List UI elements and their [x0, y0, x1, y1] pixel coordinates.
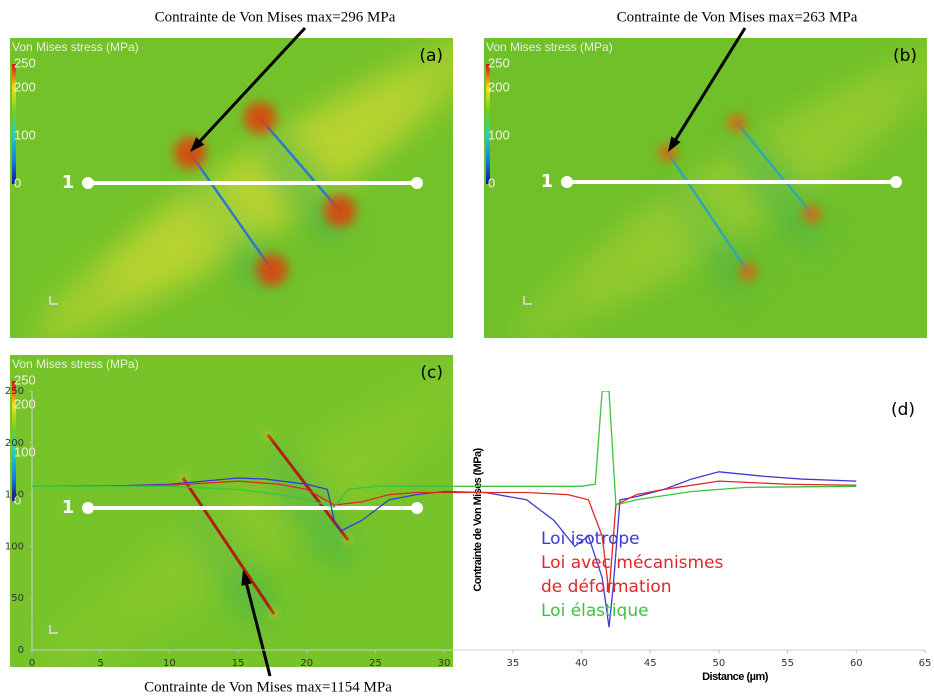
y-tick-label: 150: [5, 490, 24, 501]
axes-icon: [49, 625, 58, 634]
annotation: Contrainte de Von Mises max=263 MPa: [617, 9, 858, 25]
stress-hotspot: [803, 205, 821, 223]
shadow-band: [733, 131, 822, 250]
panel-label: (c): [420, 363, 443, 383]
colorbar: [12, 64, 16, 184]
simulation-panel: Von Mises stress (MPa)250 200 100 0 1 (b): [484, 38, 927, 338]
y-tick-label: 100: [5, 541, 24, 552]
series-line: [32, 480, 857, 594]
profile-label: 1: [541, 171, 554, 192]
arrow-head: [241, 570, 253, 586]
crack: [259, 117, 341, 212]
stress-hotspot: [264, 431, 272, 439]
annotation: Contrainte de Von Mises max=1154 MPa: [144, 679, 392, 695]
panel-title: Von Mises stress (MPa): [12, 357, 139, 371]
colorbar-tick-label: 200: [488, 79, 510, 94]
panel-title: Von Mises stress (MPa): [12, 40, 139, 54]
x-tick-label: 20: [300, 658, 313, 669]
x-tick-label: 40: [575, 658, 588, 669]
colorbar-tick-label: 200: [14, 396, 36, 411]
profile-end: [82, 502, 94, 514]
colorbar-tick-label: 100: [14, 444, 36, 459]
y-axis-label: Contrainte de Von Mises (MPa): [472, 447, 484, 591]
axes-icon: [523, 296, 532, 305]
stress-hotspot: [179, 474, 187, 482]
crack: [188, 152, 274, 271]
stress-hotspot: [324, 195, 356, 227]
colorbar-tick-label: 100: [488, 127, 510, 142]
x-tick-label: 60: [850, 658, 863, 669]
crack: [736, 122, 813, 215]
x-tick-label: 35: [506, 658, 519, 669]
y-tick-label: 250: [5, 386, 24, 397]
annotation: Contrainte de Von Mises max=296 MPa: [155, 9, 396, 25]
simulation-panel: Von Mises stress (MPa)250 200 100 0 1 (a): [10, 38, 453, 338]
profile-end: [82, 177, 94, 189]
colorbar-tick-label: 0: [14, 175, 21, 190]
colorbar: [486, 64, 490, 184]
annotation-arrow: [670, 27, 747, 146]
x-tick-label: 45: [644, 658, 657, 669]
legend-entry: Loi avec mécanismes de déformation: [541, 553, 724, 597]
colorbar-tick-label: 0: [14, 492, 21, 507]
profile-end: [561, 176, 573, 188]
crack: [266, 434, 350, 541]
series-line: [32, 471, 857, 628]
x-tick-label: 55: [781, 658, 794, 669]
legend-entry: Loi isotrope: [541, 529, 640, 549]
colorbar-tick-label: 0: [488, 175, 495, 190]
crack: [666, 152, 750, 273]
y-tick-label: 50: [11, 593, 24, 604]
colorbar-tick-label: 250: [488, 55, 510, 70]
stress-hotspot: [344, 536, 352, 544]
profile-label: 1: [62, 172, 75, 193]
panel-label: (b): [893, 46, 917, 66]
stress-hotspot: [244, 102, 276, 134]
series-line: [32, 391, 857, 508]
panel-label: (d): [891, 400, 915, 420]
stress-hotspot: [270, 610, 278, 618]
colorbar-tick-label: 250: [14, 372, 36, 387]
panel-label: (a): [419, 46, 443, 66]
stress-hotspot: [728, 114, 746, 132]
profile-label: 1: [62, 497, 75, 518]
x-tick-label: 30: [438, 658, 451, 669]
axes-icon: [49, 296, 58, 305]
profile-end: [411, 177, 423, 189]
annotation-arrow: [194, 26, 307, 148]
x-tick-label: 65: [919, 658, 932, 669]
arrow-head: [668, 136, 681, 152]
y-tick-label: 0: [18, 645, 24, 656]
y-tick-label: 200: [5, 438, 24, 449]
x-axis-label: Distance (µm): [702, 671, 769, 683]
legend: Loi isotrope Loi avec mécanismes de défor…: [541, 527, 733, 623]
arrow-head: [190, 137, 205, 152]
stress-hotspot: [659, 144, 677, 162]
x-tick-label: 25: [369, 658, 382, 669]
panel-title: Von Mises stress (MPa): [486, 40, 613, 54]
stress-hotspot: [256, 254, 288, 286]
x-tick-label: 10: [163, 658, 176, 669]
profile-end: [890, 176, 902, 188]
crack: [181, 477, 276, 615]
profile-end: [411, 502, 423, 514]
x-tick-label: 50: [713, 658, 726, 669]
colorbar: [12, 381, 16, 501]
legend-entry: Loi élastique: [541, 601, 649, 621]
colorbar-tick-label: 200: [14, 79, 36, 94]
x-tick-label: 15: [232, 658, 245, 669]
x-tick-label: 0: [29, 658, 35, 669]
colorbar-tick-label: 100: [14, 127, 36, 142]
x-tick-label: 5: [98, 658, 104, 669]
annotation-arrow: [243, 577, 272, 677]
colorbar-tick-label: 250: [14, 55, 36, 70]
stress-hotspot: [739, 263, 757, 281]
